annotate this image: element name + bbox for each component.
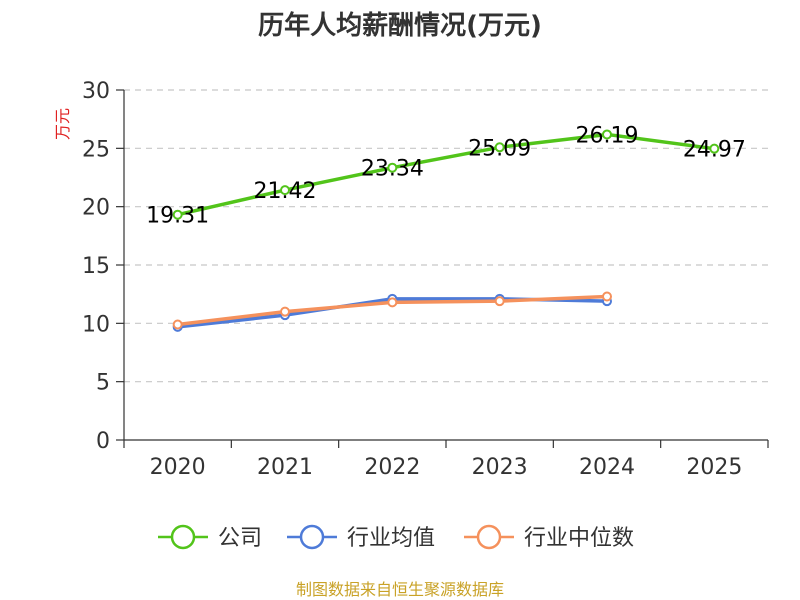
y-tick-label-5: 5 [96,371,110,396]
point-0-2021 [280,185,290,196]
point-2-2024 [602,291,612,302]
point-0-2023 [494,142,505,153]
legend-label-2: 行业中位数 [524,526,634,551]
point-2-2021 [280,306,290,317]
legend-marker-0 [170,524,196,550]
x-tick-label-2023: 2023 [472,455,528,480]
y-tick-label-10: 10 [82,312,110,337]
series-group [172,129,720,332]
y-axis-label: 万元 [53,108,72,140]
legend-marker-2 [476,524,502,550]
data-label-2020: 19.31 [146,204,209,229]
y-tick-label-20: 20 [82,196,110,221]
legend-label-1: 行业均值 [347,526,435,551]
data-label-2023: 25.09 [468,136,531,161]
y-ticks: 0 5 10 15 20 25 30 [82,79,124,454]
y-tick-label-0: 0 [96,429,110,454]
point-0-2024 [602,129,612,140]
legend-marker-1 [299,524,325,550]
point-0-2020 [172,209,183,220]
x-tick-label-2024: 2024 [579,455,635,480]
legend-label-0: 公司 [218,526,262,551]
data-label-2024: 26.19 [576,123,639,148]
data-label-2021: 21.42 [254,179,317,204]
point-0-2025 [709,143,720,154]
x-tick-label-2025: 2025 [686,455,742,480]
chart-title: 历年人均薪酬情况(万元) [258,10,542,41]
data-label-2022: 23.34 [361,157,424,182]
x-tick-label-2022: 2022 [364,455,420,480]
source-note: 制图数据来自恒生聚源数据库 [296,580,504,599]
legend: 公司 行业均值 行业中位数 [158,524,634,551]
gridlines [124,89,768,383]
series-line-0 [177,132,715,217]
data-labels: 19.31 21.42 23.34 25.09 26.19 24.97 [146,123,746,228]
y-tick-label-15: 15 [82,254,110,279]
data-label-2025: 24.97 [683,138,746,163]
point-2-2023 [494,296,505,307]
y-tick-label-30: 30 [82,79,110,104]
point-2-2020 [172,319,183,330]
point-2-2022 [387,297,398,308]
y-tick-label-25: 25 [82,137,110,162]
x-ticks: 2020 2021 2022 2023 2024 2025 [123,440,769,480]
x-tick-label-2020: 2020 [150,455,206,480]
point-0-2022 [387,162,398,173]
x-tick-label-2021: 2021 [257,455,313,480]
